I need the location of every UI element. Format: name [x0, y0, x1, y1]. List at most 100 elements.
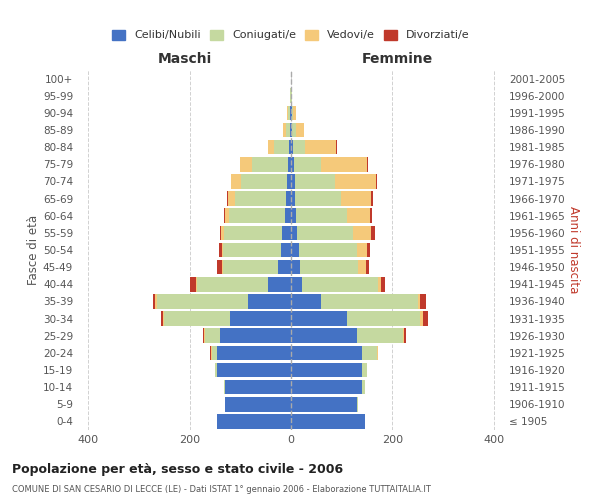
Text: Femmine: Femmine — [362, 52, 433, 66]
Bar — [291, 157, 293, 172]
Bar — [161, 312, 163, 326]
Bar — [217, 260, 221, 274]
Bar — [362, 362, 367, 378]
Bar — [221, 226, 224, 240]
Bar — [358, 260, 366, 274]
Bar — [196, 277, 197, 291]
Bar — [268, 140, 274, 154]
Y-axis label: Fasce di età: Fasce di età — [27, 215, 40, 285]
Bar — [305, 140, 335, 154]
Y-axis label: Anni di nascita: Anni di nascita — [566, 206, 580, 294]
Bar — [155, 294, 157, 308]
Bar — [240, 157, 253, 172]
Bar — [289, 140, 291, 154]
Bar — [289, 106, 290, 120]
Bar — [291, 346, 362, 360]
Bar — [347, 208, 370, 223]
Bar — [197, 277, 268, 291]
Bar — [221, 242, 223, 258]
Bar — [291, 208, 296, 223]
Bar — [421, 312, 423, 326]
Bar — [231, 174, 241, 188]
Bar — [223, 260, 278, 274]
Bar — [253, 157, 288, 172]
Text: COMUNE DI SAN CESARIO DI LECCE (LE) - Dati ISTAT 1° gennaio 2006 - Elaborazione : COMUNE DI SAN CESARIO DI LECCE (LE) - Da… — [12, 485, 431, 494]
Bar — [295, 192, 341, 206]
Bar — [205, 328, 220, 343]
Bar — [291, 122, 292, 138]
Bar — [230, 312, 291, 326]
Bar — [378, 277, 381, 291]
Bar — [217, 414, 291, 428]
Bar — [295, 174, 335, 188]
Bar — [286, 192, 291, 206]
Bar — [287, 174, 291, 188]
Bar — [163, 312, 164, 326]
Bar — [278, 260, 291, 274]
Bar — [347, 312, 421, 326]
Bar — [302, 277, 378, 291]
Bar — [248, 294, 291, 308]
Bar — [370, 208, 371, 223]
Bar — [164, 312, 230, 326]
Legend: Celibi/Nubili, Coniugati/e, Vedovi/e, Divorziati/e: Celibi/Nubili, Coniugati/e, Vedovi/e, Di… — [108, 25, 474, 45]
Bar — [291, 277, 302, 291]
Bar — [291, 260, 300, 274]
Bar — [223, 242, 281, 258]
Bar — [357, 328, 403, 343]
Bar — [293, 140, 305, 154]
Bar — [203, 328, 204, 343]
Bar — [224, 380, 225, 394]
Bar — [152, 294, 155, 308]
Bar — [291, 328, 357, 343]
Bar — [288, 157, 291, 172]
Bar — [367, 242, 370, 258]
Bar — [224, 208, 225, 223]
Bar — [418, 294, 421, 308]
Bar — [220, 328, 291, 343]
Bar — [287, 106, 289, 120]
Bar — [335, 174, 376, 188]
Bar — [286, 122, 290, 138]
Bar — [371, 192, 373, 206]
Bar — [296, 122, 304, 138]
Bar — [366, 260, 368, 274]
Bar — [371, 226, 374, 240]
Bar — [322, 294, 418, 308]
Bar — [215, 362, 217, 378]
Bar — [225, 397, 291, 411]
Bar — [211, 346, 212, 360]
Text: Popolazione per età, sesso e stato civile - 2006: Popolazione per età, sesso e stato civil… — [12, 462, 343, 475]
Bar — [322, 157, 367, 172]
Bar — [297, 226, 353, 240]
Bar — [293, 106, 296, 120]
Bar — [290, 122, 291, 138]
Bar — [229, 208, 285, 223]
Bar — [283, 122, 286, 138]
Bar — [225, 380, 291, 394]
Bar — [353, 226, 371, 240]
Bar — [335, 140, 337, 154]
Text: Maschi: Maschi — [157, 52, 212, 66]
Bar — [291, 414, 365, 428]
Bar — [291, 242, 299, 258]
Bar — [421, 294, 427, 308]
Bar — [157, 294, 248, 308]
Bar — [217, 346, 291, 360]
Bar — [367, 157, 368, 172]
Bar — [204, 328, 205, 343]
Bar — [300, 260, 358, 274]
Bar — [221, 260, 223, 274]
Bar — [291, 140, 293, 154]
Bar — [377, 346, 378, 360]
Bar — [291, 380, 362, 394]
Bar — [274, 140, 289, 154]
Bar — [217, 362, 291, 378]
Bar — [235, 192, 286, 206]
Bar — [268, 277, 291, 291]
Bar — [190, 277, 196, 291]
Bar — [212, 346, 217, 360]
Bar — [381, 277, 385, 291]
Bar — [341, 192, 371, 206]
Bar — [224, 226, 282, 240]
